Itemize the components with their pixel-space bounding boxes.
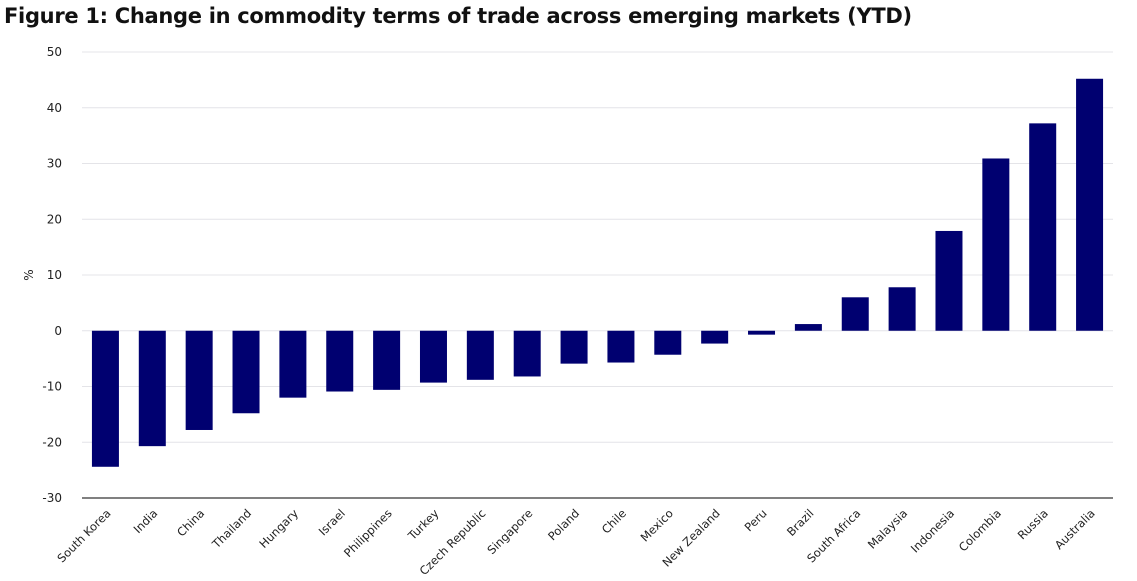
x-tick-label: Philippines <box>341 506 395 560</box>
bar-peru <box>748 330 776 335</box>
bar-turkey <box>419 330 447 383</box>
x-tick-label: Peru <box>742 506 770 534</box>
bar-china <box>185 330 213 430</box>
bar-thailand <box>232 330 260 414</box>
x-tick-label: Turkey <box>405 506 442 543</box>
y-tick-label: -20 <box>42 435 62 449</box>
x-tick-label: Malaysia <box>865 506 910 551</box>
bar-singapore <box>513 330 541 377</box>
bar-czech-republic <box>466 330 494 380</box>
x-tick-label: Indonesia <box>908 506 957 555</box>
bar-israel <box>326 330 354 392</box>
x-tick-label: Russia <box>1015 506 1051 542</box>
x-tick-label: Brazil <box>784 506 817 539</box>
x-tick-label: Israel <box>316 506 348 538</box>
bar-india <box>138 330 166 447</box>
bar-colombia <box>982 158 1010 331</box>
bar-indonesia <box>935 230 963 331</box>
x-tick-label: Chile <box>599 506 629 536</box>
y-tick-label: -30 <box>42 491 62 505</box>
x-tick-label: Colombia <box>956 506 1004 554</box>
x-tick-label: China <box>174 506 207 539</box>
bar-new-zealand <box>701 330 729 344</box>
x-tick-label: India <box>131 506 161 536</box>
bar-malaysia <box>888 287 916 331</box>
bar-hungary <box>279 330 307 398</box>
y-tick-label: 10 <box>47 268 62 282</box>
bar-poland <box>560 330 588 364</box>
y-tick-label: 20 <box>47 212 62 226</box>
y-tick-label: 40 <box>47 101 62 115</box>
x-tick-label: Poland <box>545 506 582 543</box>
bar-philippines <box>373 330 401 390</box>
y-tick-label: 0 <box>54 324 62 338</box>
bar-chile <box>607 330 635 363</box>
x-tick-label: South Korea <box>54 506 113 565</box>
bar-russia <box>1029 123 1057 331</box>
bar-brazil <box>794 324 822 331</box>
y-tick-label: -10 <box>42 380 62 394</box>
x-tick-label: Mexico <box>638 506 676 544</box>
chart-title: Figure 1: Change in commodity terms of t… <box>4 4 912 28</box>
y-axis-label: % <box>22 269 36 280</box>
bar-mexico <box>654 330 682 355</box>
bar-south-africa <box>841 297 869 331</box>
x-tick-label: Thailand <box>209 506 255 552</box>
bar-australia <box>1076 78 1104 331</box>
x-tick-label: Singapore <box>484 506 535 557</box>
x-tick-label: Australia <box>1052 506 1098 552</box>
y-tick-label: 30 <box>47 157 62 171</box>
x-tick-label: Hungary <box>256 506 301 551</box>
bar-south-korea <box>91 330 119 467</box>
y-tick-label: 50 <box>47 45 62 59</box>
